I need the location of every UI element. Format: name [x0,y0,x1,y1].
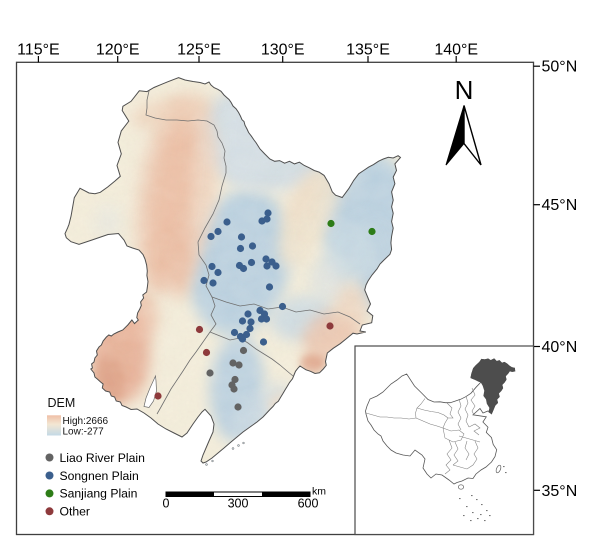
svg-text:High:2666: High:2666 [63,416,109,427]
svg-text:115°E: 115°E [17,42,60,59]
svg-text:50°N: 50°N [542,59,578,76]
svg-text:125°E: 125°E [177,42,221,59]
svg-text:120°E: 120°E [96,42,140,59]
svg-text:600: 600 [298,497,319,511]
svg-text:Low:-277: Low:-277 [63,427,105,438]
svg-text:130°E: 130°E [261,42,305,59]
svg-text:35°N: 35°N [542,483,578,500]
svg-text:0: 0 [163,497,170,511]
svg-text:Other: Other [60,505,90,519]
svg-text:40°N: 40°N [542,339,578,356]
svg-text:135°E: 135°E [346,42,390,59]
svg-text:N: N [455,75,474,105]
svg-text:45°N: 45°N [542,197,578,214]
svg-text:Liao River Plain: Liao River Plain [60,451,145,465]
svg-text:Songnen Plain: Songnen Plain [60,469,139,483]
svg-text:300: 300 [228,497,249,511]
svg-text:DEM: DEM [48,396,76,410]
svg-text:Sanjiang Plain: Sanjiang Plain [60,487,138,501]
svg-text:km: km [312,486,326,498]
svg-text:140°E: 140°E [434,42,478,59]
